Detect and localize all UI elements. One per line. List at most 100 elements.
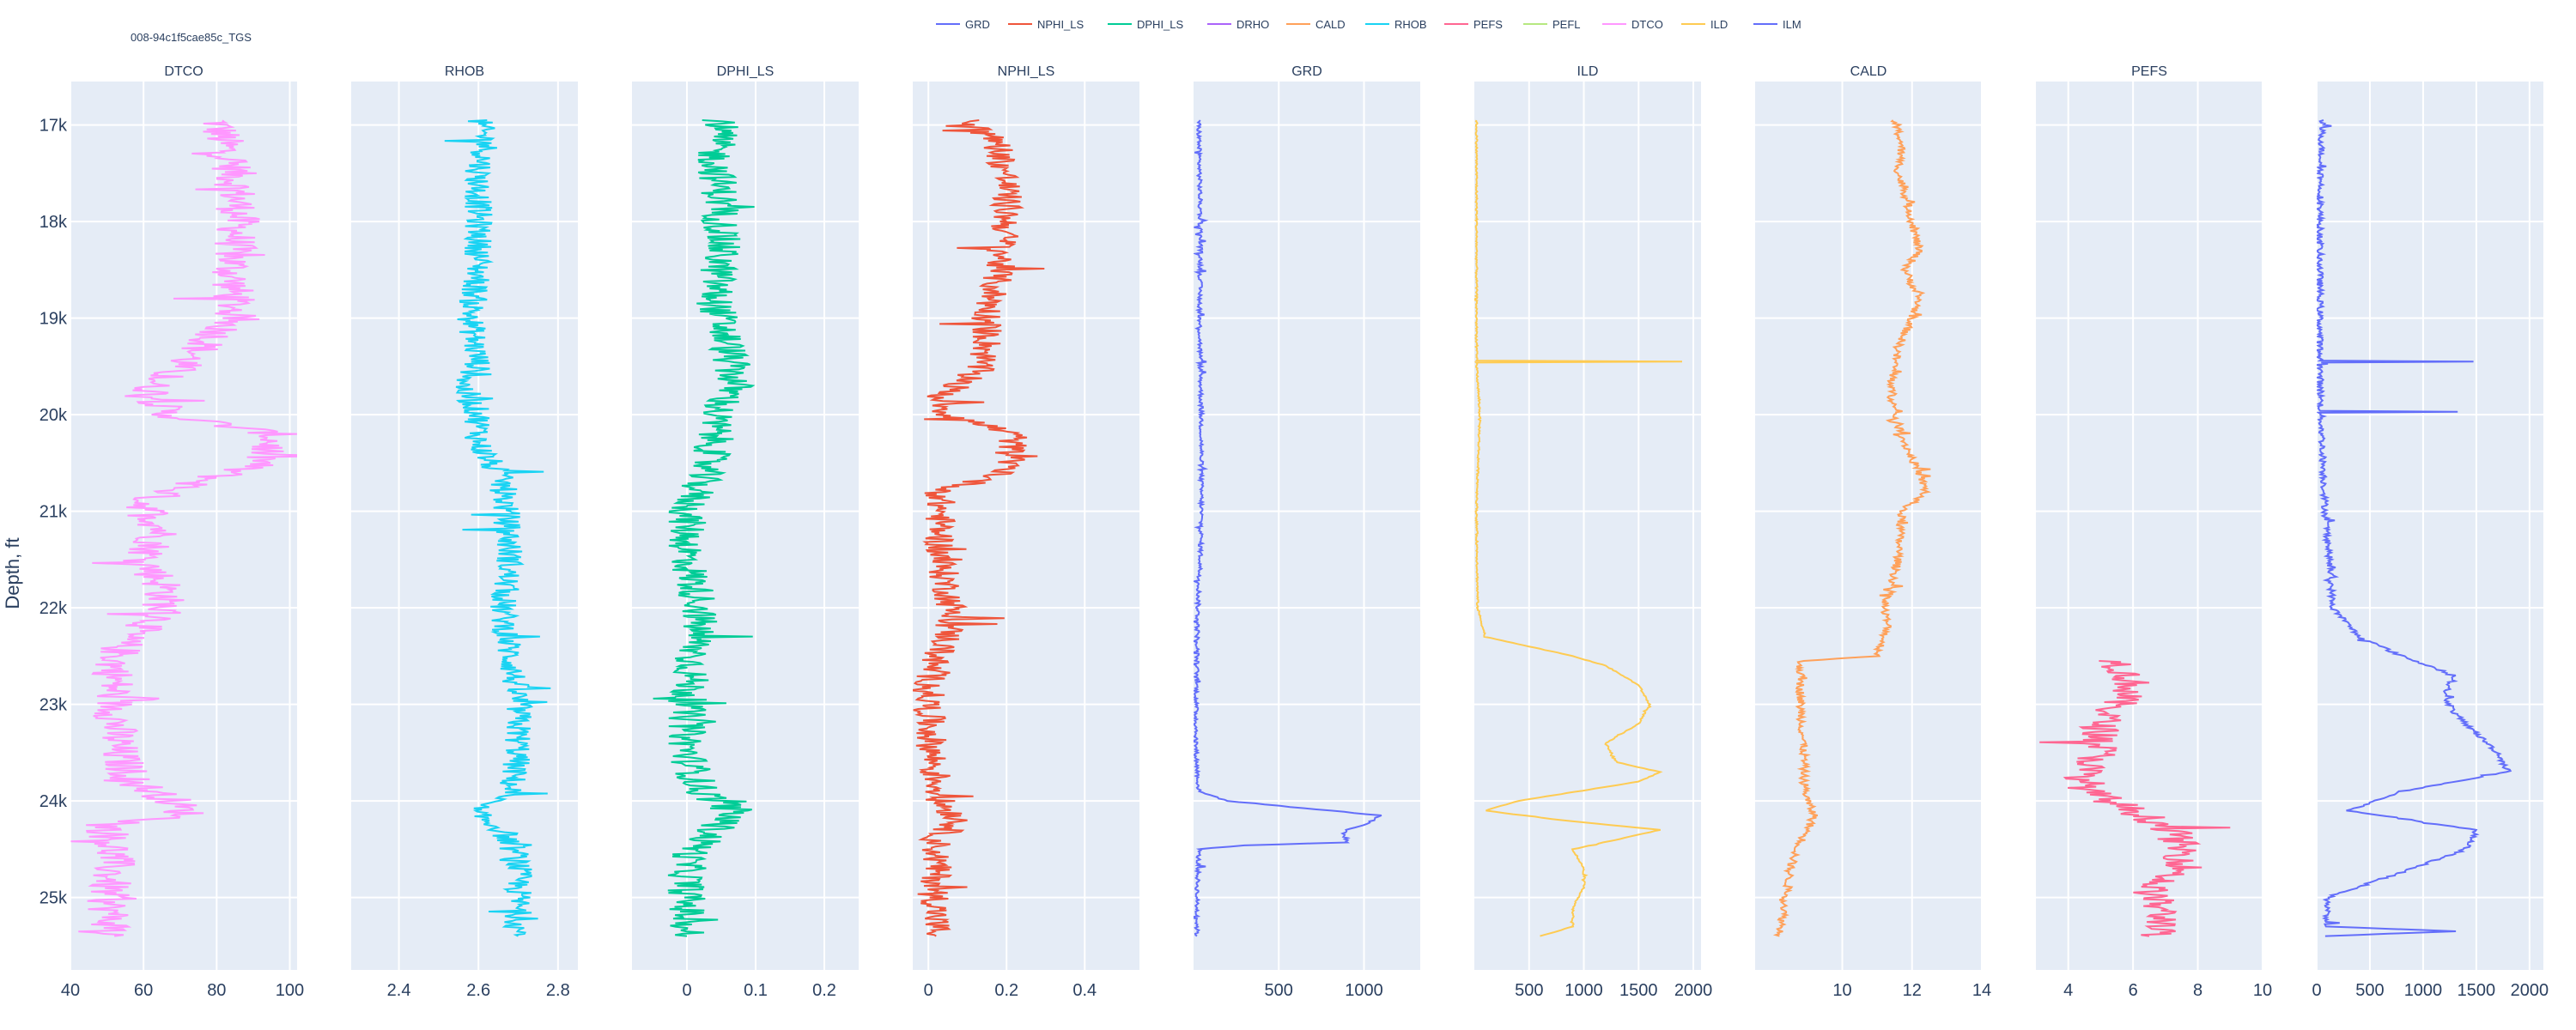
track-ild: 500 1000 1500 2000 ILD	[1474, 64, 1713, 1000]
x-tick-label: 1000	[2404, 981, 2443, 1000]
legend-item-nphi-ls[interactable]: NPHI_LS	[1008, 18, 1084, 31]
x-tick-label: 2.4	[387, 981, 411, 1000]
x-tick-label: 1000	[1564, 981, 1603, 1000]
legend-label: ILD	[1710, 18, 1728, 31]
legend-label: GRD	[965, 18, 990, 31]
x-tick-label: 2000	[1674, 981, 1713, 1000]
track-background	[2036, 82, 2263, 970]
chart-title: 008-94c1f5cae85c_TGS	[131, 31, 252, 44]
legend-item-dphi-ls[interactable]: DPHI_LS	[1108, 18, 1184, 31]
legend-label: CALD	[1315, 18, 1346, 31]
curve-nphi-ls	[913, 119, 1045, 937]
legend-item-drho[interactable]: DRHO	[1207, 18, 1269, 31]
x-tick-label: 10	[2253, 981, 2272, 1000]
track-rhob: 2.4 2.6 2.8 RHOB	[351, 64, 578, 1000]
x-tick-label: 1500	[1619, 981, 1658, 1000]
track-title: PEFS	[2131, 64, 2167, 79]
legend[interactable]: GRD NPHI_LS DPHI_LS DRHO CALD RHOB PEFS PEFL DTC…	[936, 18, 1801, 31]
track-cald: 10 12 14 CALD	[1755, 64, 1991, 1000]
legend-item-dtco[interactable]: DTCO	[1602, 18, 1663, 31]
legend-label: DTCO	[1631, 18, 1663, 31]
track-title: CALD	[1850, 64, 1887, 79]
track-dtco: 40 60 80 100 DTCO	[61, 64, 304, 1000]
track-pefs: 4 6 8 10 PEFS	[2036, 64, 2272, 1000]
x-tick-label: 10	[1832, 981, 1851, 1000]
x-tick-label: 40	[61, 981, 80, 1000]
x-tick-label: 12	[1903, 981, 1922, 1000]
track-nphi-ls: 0 0.2 0.4 NPHI_LS	[913, 64, 1139, 1000]
track-background	[1755, 82, 1982, 970]
legend-item-cald[interactable]: CALD	[1286, 18, 1346, 31]
x-tick-label: 8	[2193, 981, 2202, 1000]
x-tick-label: 500	[1265, 981, 1293, 1000]
track-title: RHOB	[445, 64, 484, 79]
legend-label: RHOB	[1394, 18, 1427, 31]
legend-item-ilm[interactable]: ILM	[1753, 18, 1801, 31]
legend-item-pefl[interactable]: PEFL	[1523, 18, 1581, 31]
track-background	[1474, 82, 1701, 970]
curve-pefs	[2039, 660, 2231, 937]
curve-ild	[1474, 119, 1683, 937]
x-tick-label: 500	[1515, 981, 1543, 1000]
x-tick-label: 80	[207, 981, 226, 1000]
y-tick-label: 20k	[39, 406, 68, 425]
y-tick-label: 23k	[39, 696, 68, 715]
curve-ilm	[2317, 119, 2512, 937]
x-tick-label: 1500	[2458, 981, 2496, 1000]
track-background	[351, 82, 578, 970]
curve-dtco	[70, 119, 297, 937]
x-tick-label: 0	[2312, 981, 2321, 1000]
x-tick-label: 2.6	[466, 981, 490, 1000]
x-tick-label: 0.2	[994, 981, 1018, 1000]
x-tick-label: 1000	[1345, 981, 1383, 1000]
legend-item-pefs[interactable]: PEFS	[1444, 18, 1503, 31]
x-tick-label: 2000	[2511, 981, 2549, 1000]
x-tick-label: 0	[682, 981, 691, 1000]
y-axis-label: Depth, ft	[2, 537, 23, 609]
track-title: GRD	[1291, 64, 1322, 79]
legend-label: DRHO	[1236, 18, 1269, 31]
track-title: DTCO	[164, 64, 203, 79]
track-background	[632, 82, 859, 970]
x-tick-label: 60	[134, 981, 153, 1000]
track-dphi-ls: 0 0.1 0.2 DPHI_LS	[632, 64, 859, 1000]
x-tick-label: 4	[2063, 981, 2073, 1000]
track-background	[2317, 82, 2543, 970]
legend-item-ild[interactable]: ILD	[1681, 18, 1728, 31]
legend-item-rhob[interactable]: RHOB	[1365, 18, 1427, 31]
y-tick-label: 22k	[39, 599, 68, 618]
legend-label: PEFL	[1552, 18, 1581, 31]
y-tick-label: 19k	[39, 310, 68, 329]
track-title: DPHI_LS	[717, 64, 775, 79]
track-ilm: 0 500 1000 1500 2000	[2312, 82, 2549, 1000]
legend-label: PEFS	[1473, 18, 1503, 31]
y-tick-label: 17k	[39, 117, 68, 136]
x-tick-label: 0.1	[744, 981, 768, 1000]
y-axis: 17k 18k 19k 20k 21k 22k 23k 24k 25k	[39, 117, 68, 908]
legend-label: DPHI_LS	[1137, 18, 1184, 31]
x-tick-label: 0.2	[812, 981, 836, 1000]
x-tick-label: 100	[276, 981, 304, 1000]
curve-grd	[1194, 119, 1382, 937]
legend-label: ILM	[1783, 18, 1801, 31]
y-tick-label: 25k	[39, 889, 68, 908]
x-tick-label: 14	[1972, 981, 1991, 1000]
y-tick-label: 21k	[39, 503, 68, 522]
legend-label: NPHI_LS	[1037, 18, 1084, 31]
legend-item-grd[interactable]: GRD	[936, 18, 990, 31]
track-grd: 500 1000 GRD	[1194, 64, 1420, 1000]
track-background	[70, 82, 297, 970]
x-tick-label: 6	[2129, 981, 2138, 1000]
curve-dphi-ls	[653, 119, 756, 937]
x-tick-label: 500	[2355, 981, 2384, 1000]
x-tick-label: 0	[924, 981, 933, 1000]
curve-rhob	[444, 119, 551, 937]
x-tick-label: 2.8	[546, 981, 570, 1000]
track-title: NPHI_LS	[998, 64, 1055, 79]
track-background	[1194, 82, 1420, 970]
x-tick-label: 0.4	[1072, 981, 1097, 1000]
curve-cald	[1772, 119, 1932, 937]
y-tick-label: 18k	[39, 213, 68, 232]
